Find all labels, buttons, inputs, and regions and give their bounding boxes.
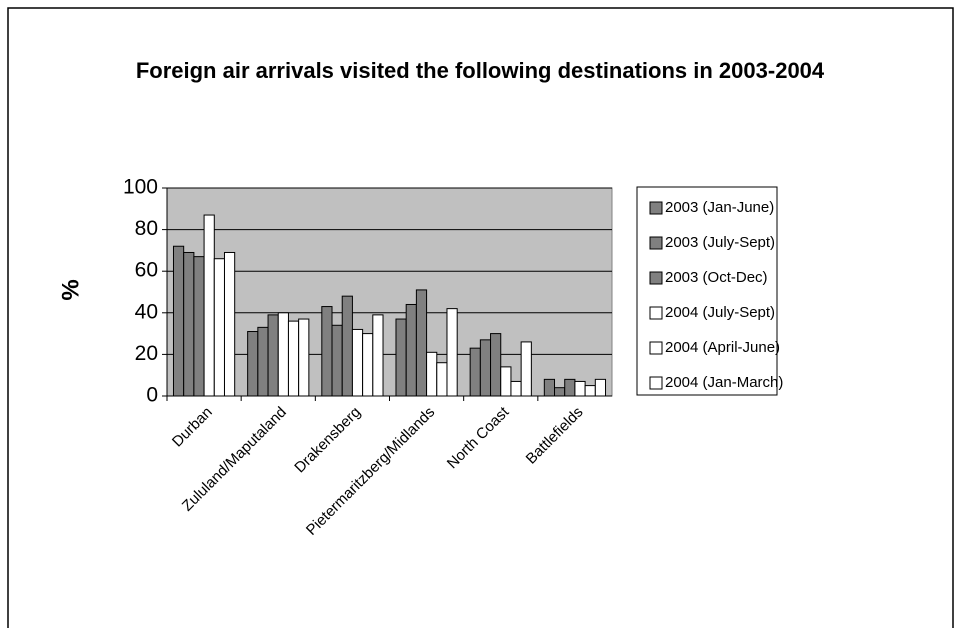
y-tick-label: 60 xyxy=(135,259,158,282)
legend-swatch xyxy=(649,236,663,250)
bar xyxy=(213,258,225,397)
bar xyxy=(362,333,374,397)
bar xyxy=(554,387,566,397)
bar xyxy=(510,380,522,397)
bar xyxy=(564,378,576,397)
x-tick-label: Battlefields xyxy=(523,404,587,468)
bar xyxy=(183,251,195,397)
bar xyxy=(436,362,448,397)
legend-swatch xyxy=(649,306,663,320)
bar xyxy=(543,378,556,397)
bar xyxy=(490,333,502,397)
x-tick-label: Pietermaritzberg/Midlands xyxy=(303,404,438,539)
y-tick-label: 40 xyxy=(135,300,158,323)
bar xyxy=(584,385,596,397)
y-tick-label: 0 xyxy=(146,384,158,407)
bar xyxy=(287,320,300,397)
bar xyxy=(298,318,310,397)
bar xyxy=(446,308,458,397)
chart-border xyxy=(7,7,954,628)
bar xyxy=(372,314,384,397)
legend-swatch xyxy=(649,341,663,355)
bar xyxy=(594,378,607,397)
legend-label: 2003 (Jan-June) xyxy=(665,199,774,216)
bar xyxy=(247,331,259,397)
bar xyxy=(415,289,428,397)
legend-label: 2004 (April-June) xyxy=(665,339,780,356)
bar xyxy=(469,347,481,397)
y-tick-label: 100 xyxy=(123,176,158,199)
legend-label: 2003 (July-Sept) xyxy=(665,234,775,251)
bar xyxy=(574,380,586,397)
bar xyxy=(257,326,269,397)
legend-label: 2004 (July-Sept) xyxy=(665,304,775,321)
bar xyxy=(172,245,185,397)
y-tick-label: 20 xyxy=(135,342,158,365)
x-tick-label: Drakensberg xyxy=(291,404,364,477)
chart-title: Foreign air arrivals visited the followi… xyxy=(135,58,825,83)
bar xyxy=(193,256,205,397)
bar xyxy=(331,324,343,397)
legend-swatch xyxy=(649,201,663,215)
legend-label: 2003 (Oct-Dec) xyxy=(665,269,768,286)
bar xyxy=(203,214,215,397)
x-tick-label: North Coast xyxy=(444,403,513,472)
bar xyxy=(405,303,417,397)
y-axis-label: % xyxy=(57,279,84,300)
bar xyxy=(395,318,407,397)
x-tick-label: Durban xyxy=(169,404,216,451)
bar xyxy=(341,295,353,397)
bar xyxy=(351,328,364,397)
bar xyxy=(479,339,492,397)
legend-swatch xyxy=(649,271,663,285)
y-tick-label: 80 xyxy=(135,217,158,240)
bar xyxy=(223,251,236,397)
bar xyxy=(321,306,333,397)
bar xyxy=(277,312,289,397)
bar xyxy=(500,366,512,397)
legend-swatch xyxy=(649,376,663,390)
bar xyxy=(520,341,532,397)
legend-box xyxy=(636,186,778,396)
bar xyxy=(426,351,438,397)
bar xyxy=(267,314,279,397)
legend-label: 2004 (Jan-March) xyxy=(665,374,783,391)
